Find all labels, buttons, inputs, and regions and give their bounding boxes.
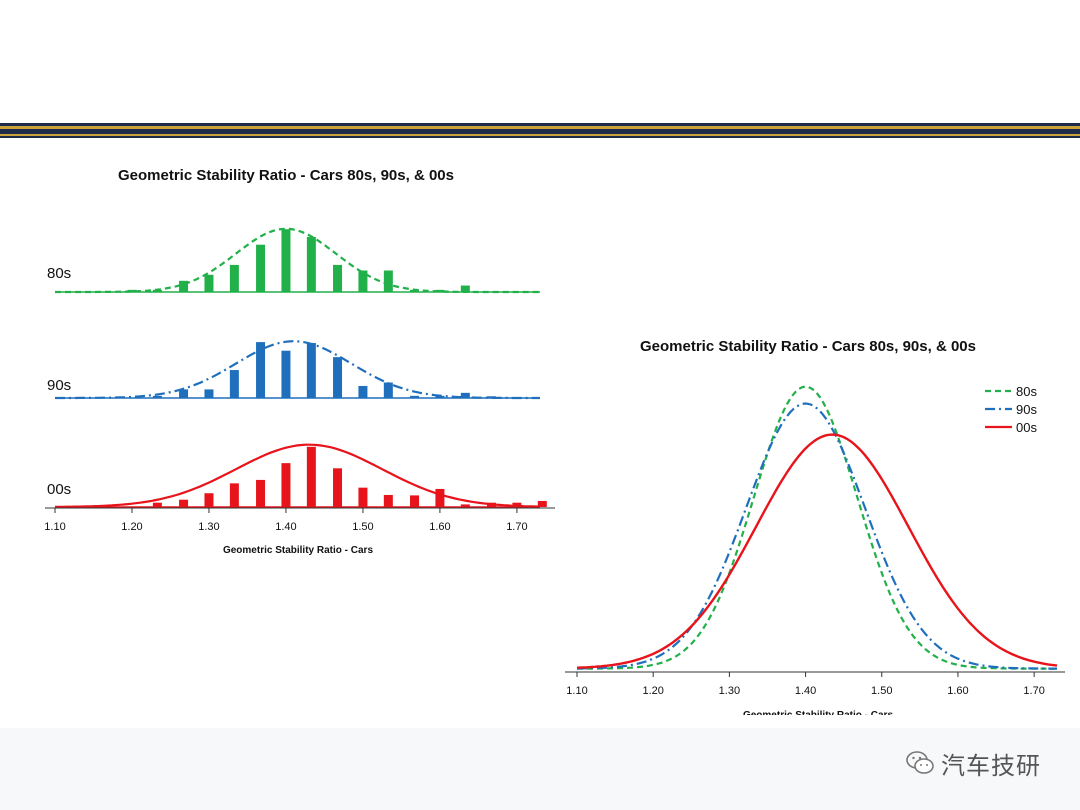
x-tick-label: 1.50 <box>871 685 892 697</box>
bar-90s <box>460 392 470 398</box>
series-label-80s: 80s <box>47 265 71 282</box>
x-tick-label: 1.60 <box>947 685 968 697</box>
bar-90s <box>179 389 189 398</box>
bar-00s <box>256 479 266 507</box>
histogram-90s: 90s <box>47 340 540 400</box>
bar-00s <box>229 483 239 507</box>
right-curve-chart: 1.10 1.20 1.30 1.40 1.50 1.60 1.70 Geometric St… <box>565 384 1065 715</box>
bar-90s <box>410 395 420 398</box>
series-label-00s: 00s <box>47 481 71 498</box>
watermark-text: 汽车技研 <box>941 752 1041 780</box>
bar-00s <box>383 494 393 507</box>
x-tick-label: 1.40 <box>275 521 296 533</box>
bar-80s <box>435 289 445 292</box>
bar-80s <box>306 236 316 292</box>
series-label-90s: 90s <box>47 377 71 394</box>
x-tick-label: 1.70 <box>506 521 527 533</box>
bar-80s <box>204 274 214 292</box>
bar-90s <box>152 395 162 398</box>
legend-label-80s: 80s <box>1016 384 1037 399</box>
wechat-icon <box>906 751 934 774</box>
x-tick-label: 1.50 <box>352 521 373 533</box>
stripe-navy <box>0 129 1080 134</box>
curve-00s <box>576 433 1058 669</box>
bar-80s <box>256 244 266 292</box>
legend-label-90s: 90s <box>1016 402 1037 417</box>
watermark: 汽车技研 <box>905 746 1041 780</box>
legend-label-00s: 00s <box>1016 420 1037 435</box>
fit-curve-90s <box>55 340 540 400</box>
bar-80s <box>460 285 470 292</box>
bar-80s <box>383 270 393 292</box>
bar-80s <box>127 289 137 292</box>
bar-90s <box>383 382 393 398</box>
histogram-80s: 80s <box>47 227 540 294</box>
bar-90s <box>256 342 266 398</box>
x-tick-label: 1.70 <box>1023 685 1044 697</box>
bar-80s <box>229 264 239 292</box>
left-chart-title: Geometric Stability Ratio - Cars 80s, 90… <box>118 167 454 184</box>
bar-80s <box>152 289 162 292</box>
right-chart-title: Geometric Stability Ratio - Cars 80s, 90… <box>640 338 976 355</box>
stripe-gold <box>0 126 1080 129</box>
bar-00s <box>281 463 291 507</box>
fit-curve-00s <box>54 443 541 508</box>
stripe-navy <box>0 136 1080 138</box>
bar-00s <box>537 500 547 507</box>
left-histogram-chart: 80s 90s 00s 1.10 1.20 1.30 1.40 1.50 1.60 1.70 Geo… <box>44 227 555 556</box>
x-tick-label: 1.40 <box>795 685 816 697</box>
bar-90s <box>281 350 291 398</box>
bar-00s <box>179 499 189 507</box>
fit-curve-80s <box>55 227 540 294</box>
x-tick-label: 1.30 <box>198 521 219 533</box>
bar-00s <box>410 495 420 507</box>
bar-00s <box>306 446 316 507</box>
bar-80s <box>410 289 420 292</box>
bar-00s <box>460 504 470 507</box>
histogram-00s: 00s <box>47 443 547 508</box>
x-tick-label: 1.10 <box>566 685 587 697</box>
bar-90s <box>487 396 496 398</box>
bar-90s <box>306 342 316 398</box>
stripe-gold <box>0 134 1080 136</box>
legend: 80s 90s 00s <box>985 384 1037 435</box>
bar-90s <box>333 357 343 398</box>
curve-90s <box>576 402 1057 670</box>
footer-band <box>0 728 1080 810</box>
x-tick-label: 1.10 <box>44 521 65 533</box>
x-tick-label: 1.30 <box>719 685 740 697</box>
bar-90s <box>229 370 239 398</box>
bar-00s <box>358 487 368 507</box>
curve-80s <box>577 385 1057 670</box>
x-axis-label: Geometric Stability Ratio - Cars <box>743 710 893 715</box>
bar-80s <box>358 270 368 292</box>
stripe-navy <box>0 123 1080 126</box>
bar-00s <box>435 488 445 507</box>
bar-00s <box>204 493 214 507</box>
x-tick-label: 1.20 <box>642 685 663 697</box>
x-tick-label: 1.60 <box>429 521 450 533</box>
bar-00s <box>333 468 343 507</box>
bar-80s <box>333 264 343 292</box>
bar-80s <box>179 280 189 292</box>
bar-00s <box>152 502 162 507</box>
x-axis-label: Geometric Stability Ratio - Cars <box>223 545 373 556</box>
bar-90s <box>204 389 214 398</box>
bar-80s <box>281 229 291 292</box>
bar-90s <box>435 395 445 398</box>
x-tick-label: 1.20 <box>121 521 142 533</box>
bar-90s <box>358 385 368 398</box>
